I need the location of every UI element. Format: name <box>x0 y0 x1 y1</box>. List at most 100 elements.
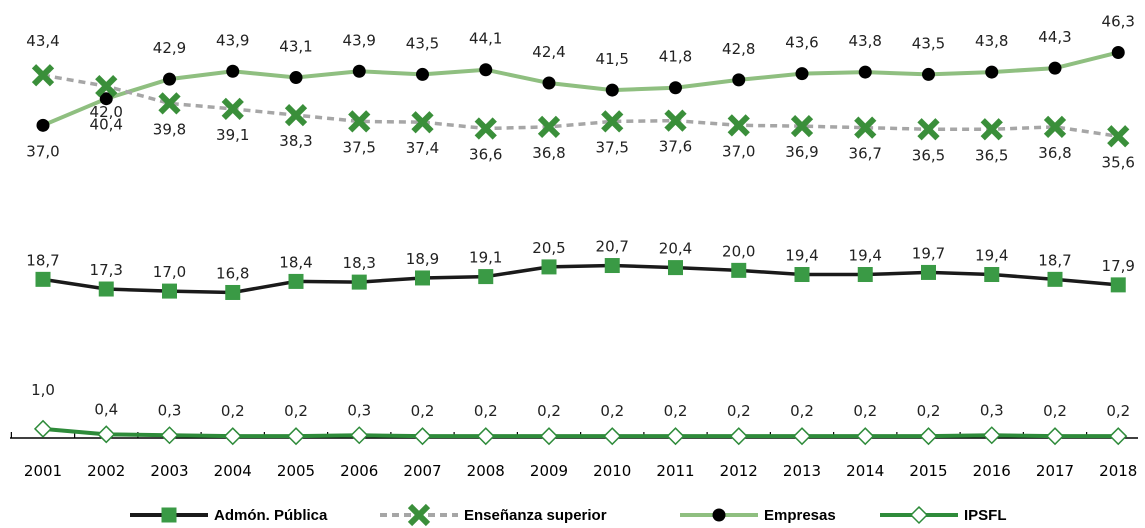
data-point-ensenanza <box>1043 115 1067 139</box>
data-point-empresas <box>985 65 999 79</box>
data-point-admon <box>668 260 683 276</box>
data-point-ensenanza <box>664 109 687 132</box>
value-label-admon: 19,1 <box>469 249 502 267</box>
legend-marker-admon <box>161 507 177 523</box>
legend-marker-empresas <box>712 508 726 522</box>
legend-marker-ipsfl <box>909 505 929 525</box>
data-point-empresas <box>732 73 746 87</box>
data-point-empresas <box>163 72 176 86</box>
value-label-admon: 17,9 <box>1102 257 1135 275</box>
value-label-empresas: 43,9 <box>343 31 376 49</box>
legend: Admón. Pública Enseñanza superior Empresas… <box>130 503 1007 527</box>
value-label-admon: 18,7 <box>26 251 59 269</box>
value-label-admon: 19,4 <box>785 247 818 265</box>
value-label-ensenanza: 37,6 <box>659 138 692 156</box>
value-label-ensenanza: 37,0 <box>722 142 755 160</box>
value-label-admon: 19,7 <box>912 244 945 262</box>
data-point-ipsfl <box>666 427 685 446</box>
data-point-admon <box>984 267 1000 283</box>
data-point-empresas <box>416 67 429 81</box>
value-label-ipsfl: 0,2 <box>1106 402 1130 420</box>
value-label-empresas: 40,4 <box>90 116 123 134</box>
value-label-admon: 19,4 <box>849 247 882 265</box>
data-point-ensenanza <box>348 110 371 133</box>
x-tick-label: 2011 <box>656 462 694 480</box>
value-label-empresas: 43,5 <box>406 34 439 52</box>
legend-item-admon: Admón. Pública <box>130 507 328 524</box>
series-line-ipsfl <box>42 426 1119 439</box>
value-label-empresas: 43,6 <box>785 34 818 52</box>
series-ensenanza <box>31 64 1130 148</box>
series-line-ensenanza <box>42 73 1119 139</box>
value-label-ipsfl: 0,2 <box>537 402 561 420</box>
data-point-empresas <box>479 63 493 77</box>
x-tick-label: 2012 <box>720 462 758 480</box>
value-label-ensenanza: 38,3 <box>279 132 312 150</box>
data-point-empresas <box>858 65 872 79</box>
data-point-empresas <box>352 64 366 78</box>
data-point-ipsfl <box>1109 427 1128 446</box>
value-label-ipsfl: 0,3 <box>347 401 371 419</box>
value-label-empresas: 43,8 <box>975 32 1008 50</box>
x-tick-label: 2008 <box>467 462 505 480</box>
value-label-admon: 20,7 <box>596 238 629 256</box>
value-label-admon: 18,7 <box>1038 251 1071 269</box>
data-point-ensenanza <box>31 64 55 87</box>
value-label-ensenanza: 37,5 <box>343 138 376 156</box>
value-label-admon: 20,4 <box>659 240 692 258</box>
x-axis: 2001 2002 2003 2004 2005 2006 2007 2008 2009 2010… <box>10 432 1138 480</box>
x-tick-label: 2018 <box>1099 462 1137 480</box>
legend-label-admon: Admón. Pública <box>214 507 328 524</box>
value-label-ensenanza: 35,6 <box>1102 153 1135 171</box>
value-label-ensenanza: 36,8 <box>532 144 565 162</box>
data-point-ipsfl <box>539 427 559 446</box>
value-label-empresas: 43,8 <box>849 32 882 50</box>
data-point-ipsfl <box>160 426 179 445</box>
data-point-admon <box>794 267 810 283</box>
data-point-ensenanza <box>474 117 497 140</box>
x-tick-label: 2003 <box>150 462 188 480</box>
data-point-ensenanza <box>917 118 940 141</box>
value-label-ensenanza: 39,8 <box>153 120 186 138</box>
value-label-ensenanza: 39,1 <box>216 126 249 144</box>
data-point-admon <box>162 283 177 299</box>
value-label-admon: 20,0 <box>722 242 755 260</box>
data-point-admon <box>288 273 304 289</box>
x-tick-label: 2014 <box>846 462 884 480</box>
series-line-admon <box>42 263 1119 295</box>
value-labels: 37,0 40,4 42,9 43,9 43,1 43,9 43,5 44,1 42,4 41,5… <box>26 12 1135 420</box>
value-label-admon: 18,3 <box>343 254 376 272</box>
series-empresas <box>36 45 1125 132</box>
data-point-ipsfl <box>413 427 432 446</box>
data-point-ipsfl <box>603 427 622 446</box>
x-tick-label: 2007 <box>403 462 441 480</box>
data-point-admon <box>35 271 51 287</box>
value-label-ipsfl: 0,3 <box>980 401 1004 419</box>
data-point-empresas <box>669 81 682 95</box>
value-label-empresas: 42,8 <box>722 40 755 58</box>
value-label-ensenanza: 36,8 <box>1038 144 1071 162</box>
value-label-admon: 20,5 <box>532 239 565 257</box>
x-tick-label: 2002 <box>87 462 125 480</box>
value-label-empresas: 41,8 <box>659 48 692 66</box>
x-tick-label: 2006 <box>340 462 378 480</box>
legend-label-ensenanza: Enseñanza superior <box>464 507 607 524</box>
data-point-admon <box>351 274 367 290</box>
series-line-empresas <box>42 50 1119 128</box>
data-point-ipsfl <box>1045 427 1065 446</box>
data-point-empresas <box>795 67 809 81</box>
x-tick-label: 2005 <box>277 462 315 480</box>
data-point-ensenanza <box>854 116 877 139</box>
legend-marker-ensenanza <box>407 503 431 527</box>
data-point-ipsfl <box>476 427 495 446</box>
x-tick-label: 2016 <box>973 462 1011 480</box>
series-layer <box>31 45 1130 446</box>
value-label-ensenanza: 37,5 <box>596 138 629 156</box>
value-label-ipsfl: 0,2 <box>284 402 308 420</box>
x-tick-label: 2009 <box>530 462 568 480</box>
value-label-ensenanza: 36,9 <box>785 143 818 161</box>
value-label-ipsfl: 0,2 <box>474 402 498 420</box>
data-point-ensenanza <box>221 97 244 121</box>
data-point-admon <box>98 281 114 297</box>
value-label-ipsfl: 0,2 <box>221 402 245 420</box>
